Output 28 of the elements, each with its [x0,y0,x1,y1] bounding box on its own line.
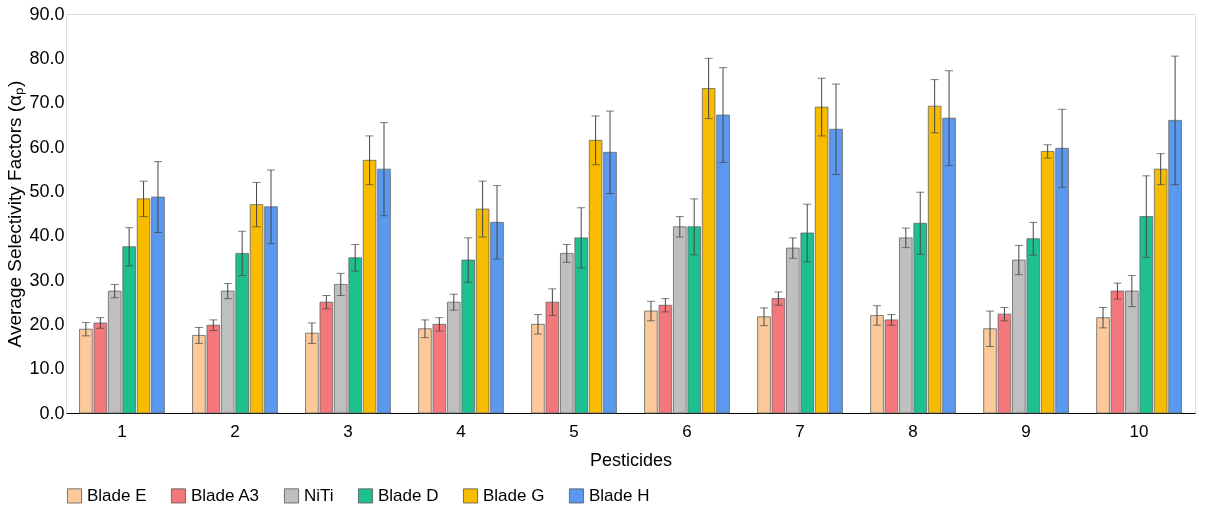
x-tick-label: 2 [230,421,240,441]
x-tick-label: 6 [682,421,692,441]
legend-label: Blade A3 [191,485,260,505]
y-tick-label: 60.0 [29,136,65,157]
y-tick-label: 50.0 [29,180,65,201]
x-tick-label: 10 [1129,421,1149,441]
y-tick-label: 70.0 [29,92,65,113]
y-tick-label: 80.0 [29,47,65,68]
y-tick-label: 0.0 [39,402,65,423]
x-tick-label: 7 [795,421,805,441]
x-tick-label: 3 [343,421,353,441]
x-tick-label: 4 [456,421,466,441]
y-tick-label: 20.0 [29,313,65,334]
y-tick-label: 40.0 [29,225,65,246]
x-axis-title: Pesticides [589,449,673,470]
y-tick-label: 90.0 [29,3,65,24]
legend-label: NiTi [304,485,334,505]
y-axis-title: Average Selectivity Factors (αₚ) [4,80,27,348]
x-tick-label: 1 [117,421,127,441]
x-tick-label: 9 [1021,421,1031,441]
x-tick-label: 8 [908,421,918,441]
legend-label: Blade E [87,485,147,505]
legend-label: Blade D [378,485,439,505]
x-tick-label: 5 [569,421,579,441]
y-tick-label: 10.0 [29,358,65,379]
legend-label: Blade G [483,485,545,505]
legend-label: Blade H [589,485,650,505]
y-tick-label: 30.0 [29,269,65,290]
